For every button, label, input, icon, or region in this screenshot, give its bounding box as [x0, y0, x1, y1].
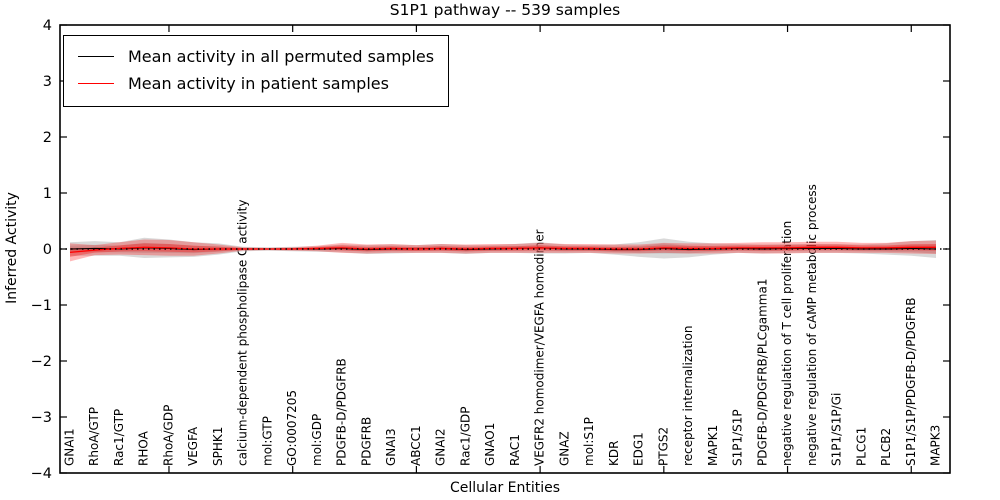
x-category-label: GNAI2	[434, 428, 448, 466]
x-category-label: EDG1	[632, 432, 646, 466]
x-category-label: MAPK3	[929, 425, 943, 466]
x-category-label: PDGFB-D/PDGFRB/PLCgamma1	[755, 279, 769, 466]
x-category-label: RhoA/GDP	[161, 405, 175, 466]
y-tick-label: 4	[43, 18, 52, 34]
x-category-label: VEGFA	[186, 426, 200, 466]
x-axis-title: Cellular Entities	[449, 480, 561, 496]
x-category-label: RhoA/GTP	[87, 407, 101, 466]
patient-line-swatch	[78, 83, 114, 84]
x-category-label: MAPK1	[706, 425, 720, 466]
y-tick-label: 1	[43, 186, 52, 202]
y-tick-label: −1	[31, 298, 52, 314]
x-category-label: PTGS2	[656, 427, 670, 466]
x-category-label: S1P1/S1P	[731, 409, 745, 466]
patient-band	[70, 239, 936, 262]
x-category-label: PLCG1	[854, 427, 868, 466]
y-tick-label: −4	[31, 466, 52, 482]
chart-title: S1P1 pathway -- 539 samples	[389, 1, 621, 19]
x-category-label: SPHK1	[211, 427, 225, 466]
x-category-label: GNAI1	[63, 428, 77, 466]
x-category-label: mol:GDP	[310, 414, 324, 466]
legend: Mean activity in all permuted samples Me…	[63, 35, 450, 107]
x-category-label: Rac1/GDP	[458, 407, 472, 466]
legend-label-permuted: Mean activity in all permuted samples	[128, 47, 435, 66]
x-category-label: KDR	[607, 441, 621, 466]
x-category-label: S1P1/S1P/PDGFB-D/PDGFRB	[904, 298, 918, 466]
x-category-label: VEGFR2 homodimer/VEGFA homodimer	[533, 229, 547, 466]
permuted-line-swatch	[78, 56, 114, 57]
x-category-label: PLCB2	[879, 428, 893, 466]
x-category-label: calcium-dependent phospholipase C activi…	[236, 200, 250, 466]
legend-item-permuted: Mean activity in all permuted samples	[78, 43, 434, 70]
x-category-label: receptor internalization	[681, 326, 695, 466]
x-category-label: negative regulation of cAMP metabolic pr…	[805, 184, 819, 466]
x-category-label: GO:0007205	[285, 390, 299, 466]
x-category-label: PDGFRB	[359, 417, 373, 466]
x-category-label: GNAI3	[384, 428, 398, 466]
x-category-label: negative regulation of T cell proliferat…	[780, 221, 794, 466]
x-category-label: mol:GTP	[260, 416, 274, 466]
x-category-label: mol:S1P	[582, 417, 596, 466]
x-category-label: Rac1/GTP	[112, 409, 126, 466]
x-category-label: RHOA	[137, 430, 151, 466]
patient-inner-band	[70, 243, 936, 257]
x-category-label: GNAZ	[557, 431, 571, 466]
y-tick-label: 3	[43, 74, 52, 90]
x-category-label: RAC1	[508, 434, 522, 466]
legend-item-patient: Mean activity in patient samples	[78, 70, 434, 97]
y-axis-title: Inferred Activity	[4, 192, 20, 304]
x-category-label: S1P1/S1P/Gi	[830, 393, 844, 466]
y-tick-label: −3	[31, 410, 52, 426]
x-category-label: GNAO1	[483, 423, 497, 466]
x-category-label: ABCC1	[409, 425, 423, 466]
x-category-label: PDGFB-D/PDGFRB	[335, 358, 349, 466]
y-tick-label: 0	[43, 242, 52, 258]
y-tick-label: 2	[43, 130, 52, 146]
y-tick-label: −2	[31, 354, 52, 370]
legend-label-patient: Mean activity in patient samples	[128, 74, 389, 93]
